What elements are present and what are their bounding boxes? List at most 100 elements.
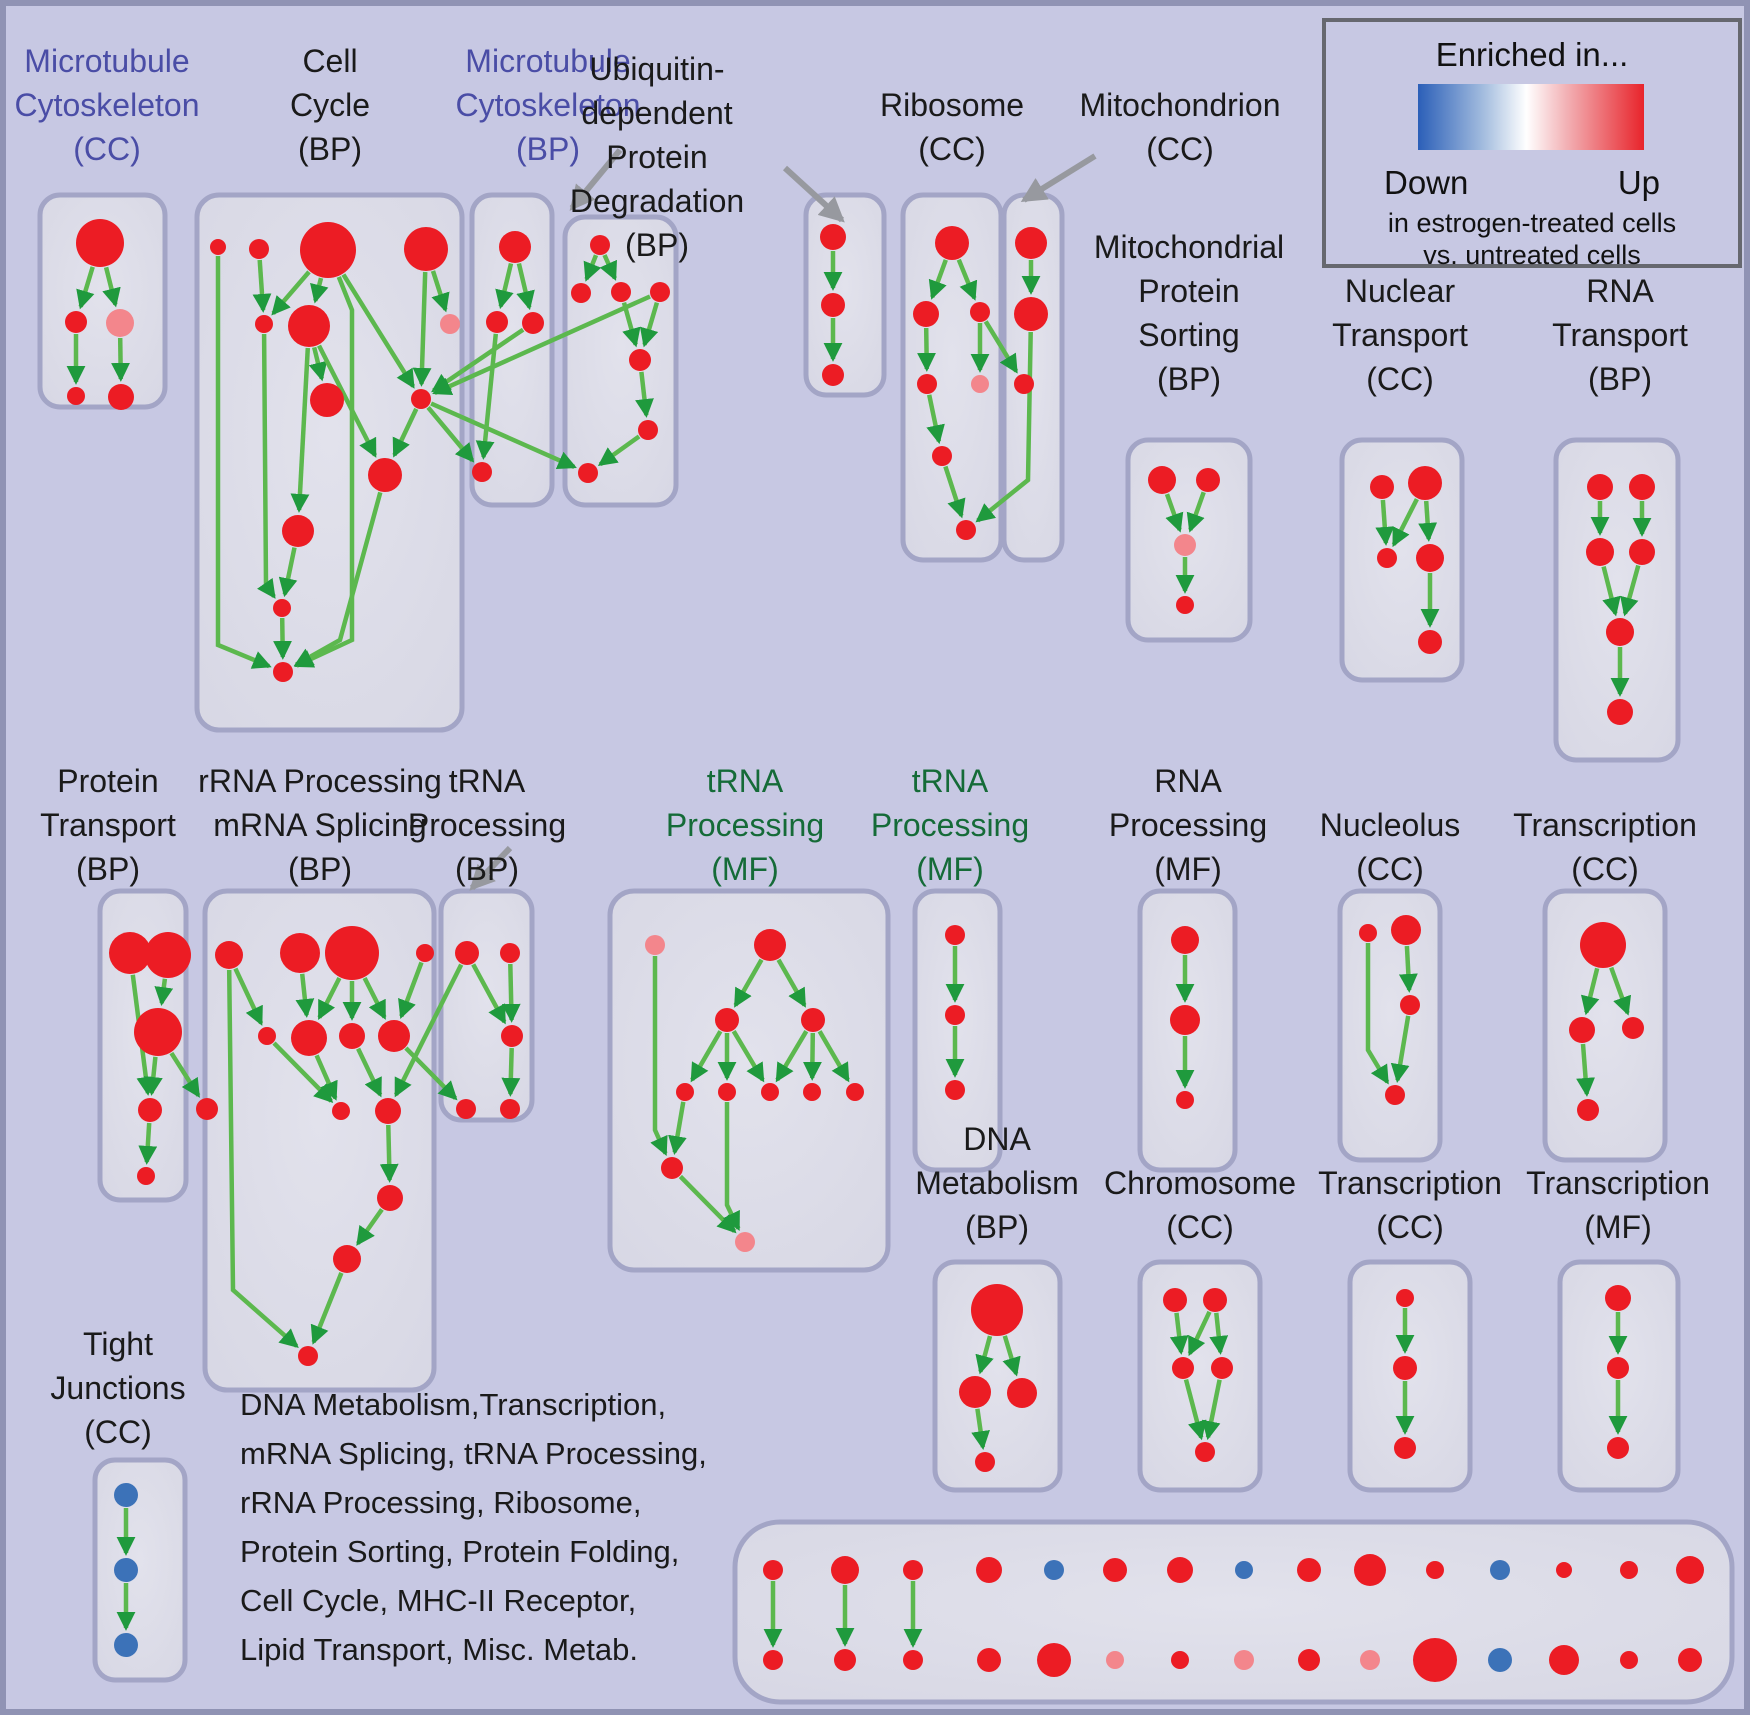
go-term-node-red [1359,924,1377,942]
go-term-node-red [368,458,402,492]
go-term-node-red [472,462,492,482]
edge-trna-processing-mf-large [668,1101,687,1155]
edge-ubiquitin-dependent-protein-degradation-bp [599,254,617,281]
go-term-node-red [1148,466,1176,494]
go-term-node-red [1298,1649,1320,1671]
edge-protein-transport-bp [138,1122,158,1165]
edge-nucleolus-cc [1398,945,1418,993]
edge-ribosome-cc [928,259,948,300]
go-term-node-blue [1235,1561,1253,1579]
edge-protein-transport-bp [154,978,174,1007]
go-term-node-blue [114,1633,138,1657]
edge-cell-cycle-bp [310,277,329,304]
go-term-node-red [280,933,320,973]
cluster-box-rrna-processing-mrna-splicing-bp [202,888,437,1393]
go-term-node-red [500,943,520,963]
legend-caption-line2: vs. untreated cells [1423,240,1641,270]
edge-cell-cycle-bp [215,256,272,669]
go-term-node-red [310,383,344,417]
cross-cluster-edge [432,294,651,395]
go-term-node-red [650,282,670,302]
cluster-label-ribosome-cc: Ribosome [880,87,1024,123]
go-term-node-red [1416,544,1444,572]
cluster-label-microtubule-cytoskeleton-bp: Microtubule [465,43,630,79]
go-term-node-pink [971,375,989,393]
go-term-node-red [1167,1557,1193,1583]
cluster-box-chromosome-cc [1137,1259,1263,1493]
edge-ubiquitin-dependent-protein-degradation-bp [635,371,654,418]
cluster-label-transcription-cc-bottom: (CC) [1376,1209,1444,1245]
go-term-node-red [1391,915,1421,945]
edge-nucleolus-cc [1390,1015,1411,1083]
network-edges [66,148,1652,1648]
go-term-node-red [945,925,965,945]
go-term-node-red [801,1008,825,1032]
cluster-label-microtubule-cytoskeleton-cc: (CC) [73,131,141,167]
edge-ubiquitin-dependent-protein-degradation-bp [639,301,660,348]
annotation-arrow-trna-processing-bp-to-box [469,845,513,891]
go-term-node-red [1549,1645,1579,1675]
go-term-node-red [109,932,151,974]
go-term-node-red [1418,630,1442,654]
go-term-node-red [145,932,191,978]
cluster-box-trna-processing-mf-small [912,888,1003,1173]
edge-trna-processing-mf-large [802,1032,822,1081]
go-term-node-red [578,463,598,483]
go-term-node-red [298,1346,318,1366]
cluster-label-nucleolus-cc: Nucleolus [1320,807,1461,843]
edge-rrna-processing-mrna-splicing-bp [379,1124,399,1183]
cluster-label-chromosome-cc: Chromosome [1104,1165,1296,1201]
go-term-node-red [935,226,969,260]
edge-cell-cycle-bp [341,273,416,389]
go-term-node-red [1607,1357,1629,1379]
edge-rrna-processing-mrna-splicing-bp [398,961,424,1019]
go-term-node-red [1629,474,1655,500]
edge-rrna-processing-mrna-splicing-bp [226,969,299,1348]
go-term-node-red [501,1025,523,1047]
legend-caption-line1: in estrogen-treated cells [1387,208,1677,238]
go-term-node-red [332,1102,350,1120]
go-term-node-red [1586,538,1614,566]
edge-nuclear-transport-cc [1418,500,1438,542]
edge-dna-metabolism-bp [975,1335,994,1375]
edge-trna-processing-mf-large [733,958,764,1008]
go-term-node-blue [114,1483,138,1507]
edge-rrna-processing-mrna-splicing-bp [356,1208,384,1246]
edge-rrna-processing-mrna-splicing-bp [310,1272,344,1345]
go-term-node-red [820,224,846,250]
cluster-label-trna-processing-mf-small: (MF) [916,851,984,887]
go-term-node-red [65,311,87,333]
edge-microtubule-cytoskeleton-cc [111,337,131,382]
cluster-box-microtubule-cytoskeleton-bp [469,192,555,508]
cluster-label-mitochondrial-protein-sorting-bp: Protein [1138,273,1239,309]
go-term-node-red [1007,1378,1037,1408]
go-term-node-pink [1360,1650,1380,1670]
edge-microtubule-cytoskeleton-bp [475,333,499,460]
go-term-node-red [210,239,226,255]
cluster-box-nuclear-transport-cc [1339,437,1465,683]
cross-cluster-edge [426,405,475,463]
go-term-node-red [1607,1437,1629,1459]
cluster-label-dna-metabolism-bp: DNA [963,1121,1031,1157]
go-term-node-red [1203,1288,1227,1312]
edge-trna-processing-bp [501,1047,521,1097]
edge-ubiquitin-dependent-protein-degradation-bp [597,434,641,467]
go-term-node-red [1605,1285,1631,1311]
edge-dna-metabolism-bp [971,1408,990,1451]
go-term-node-red [411,389,431,409]
go-term-node-red [629,349,651,371]
cluster-label-rna-transport-bp: (BP) [1588,361,1652,397]
edge-nuclear-transport-cc [1375,499,1395,546]
cluster-label-ubiquitin-dependent-protein-degradation-bp: dependent [581,95,732,131]
cross-cluster-edge [983,320,1019,374]
cluster-label-dna-metabolism-bp: Metabolism [915,1165,1079,1201]
go-term-node-red [761,1083,779,1101]
edge-trna-processing-mf-large [731,1030,765,1083]
edge-cell-cycle-bp [257,333,276,599]
go-term-node-red [1622,1017,1644,1039]
go-term-node-red [1297,1558,1321,1582]
go-term-node-red [638,420,658,440]
go-term-node-red [1171,1651,1189,1669]
go-term-node-red [754,929,786,961]
